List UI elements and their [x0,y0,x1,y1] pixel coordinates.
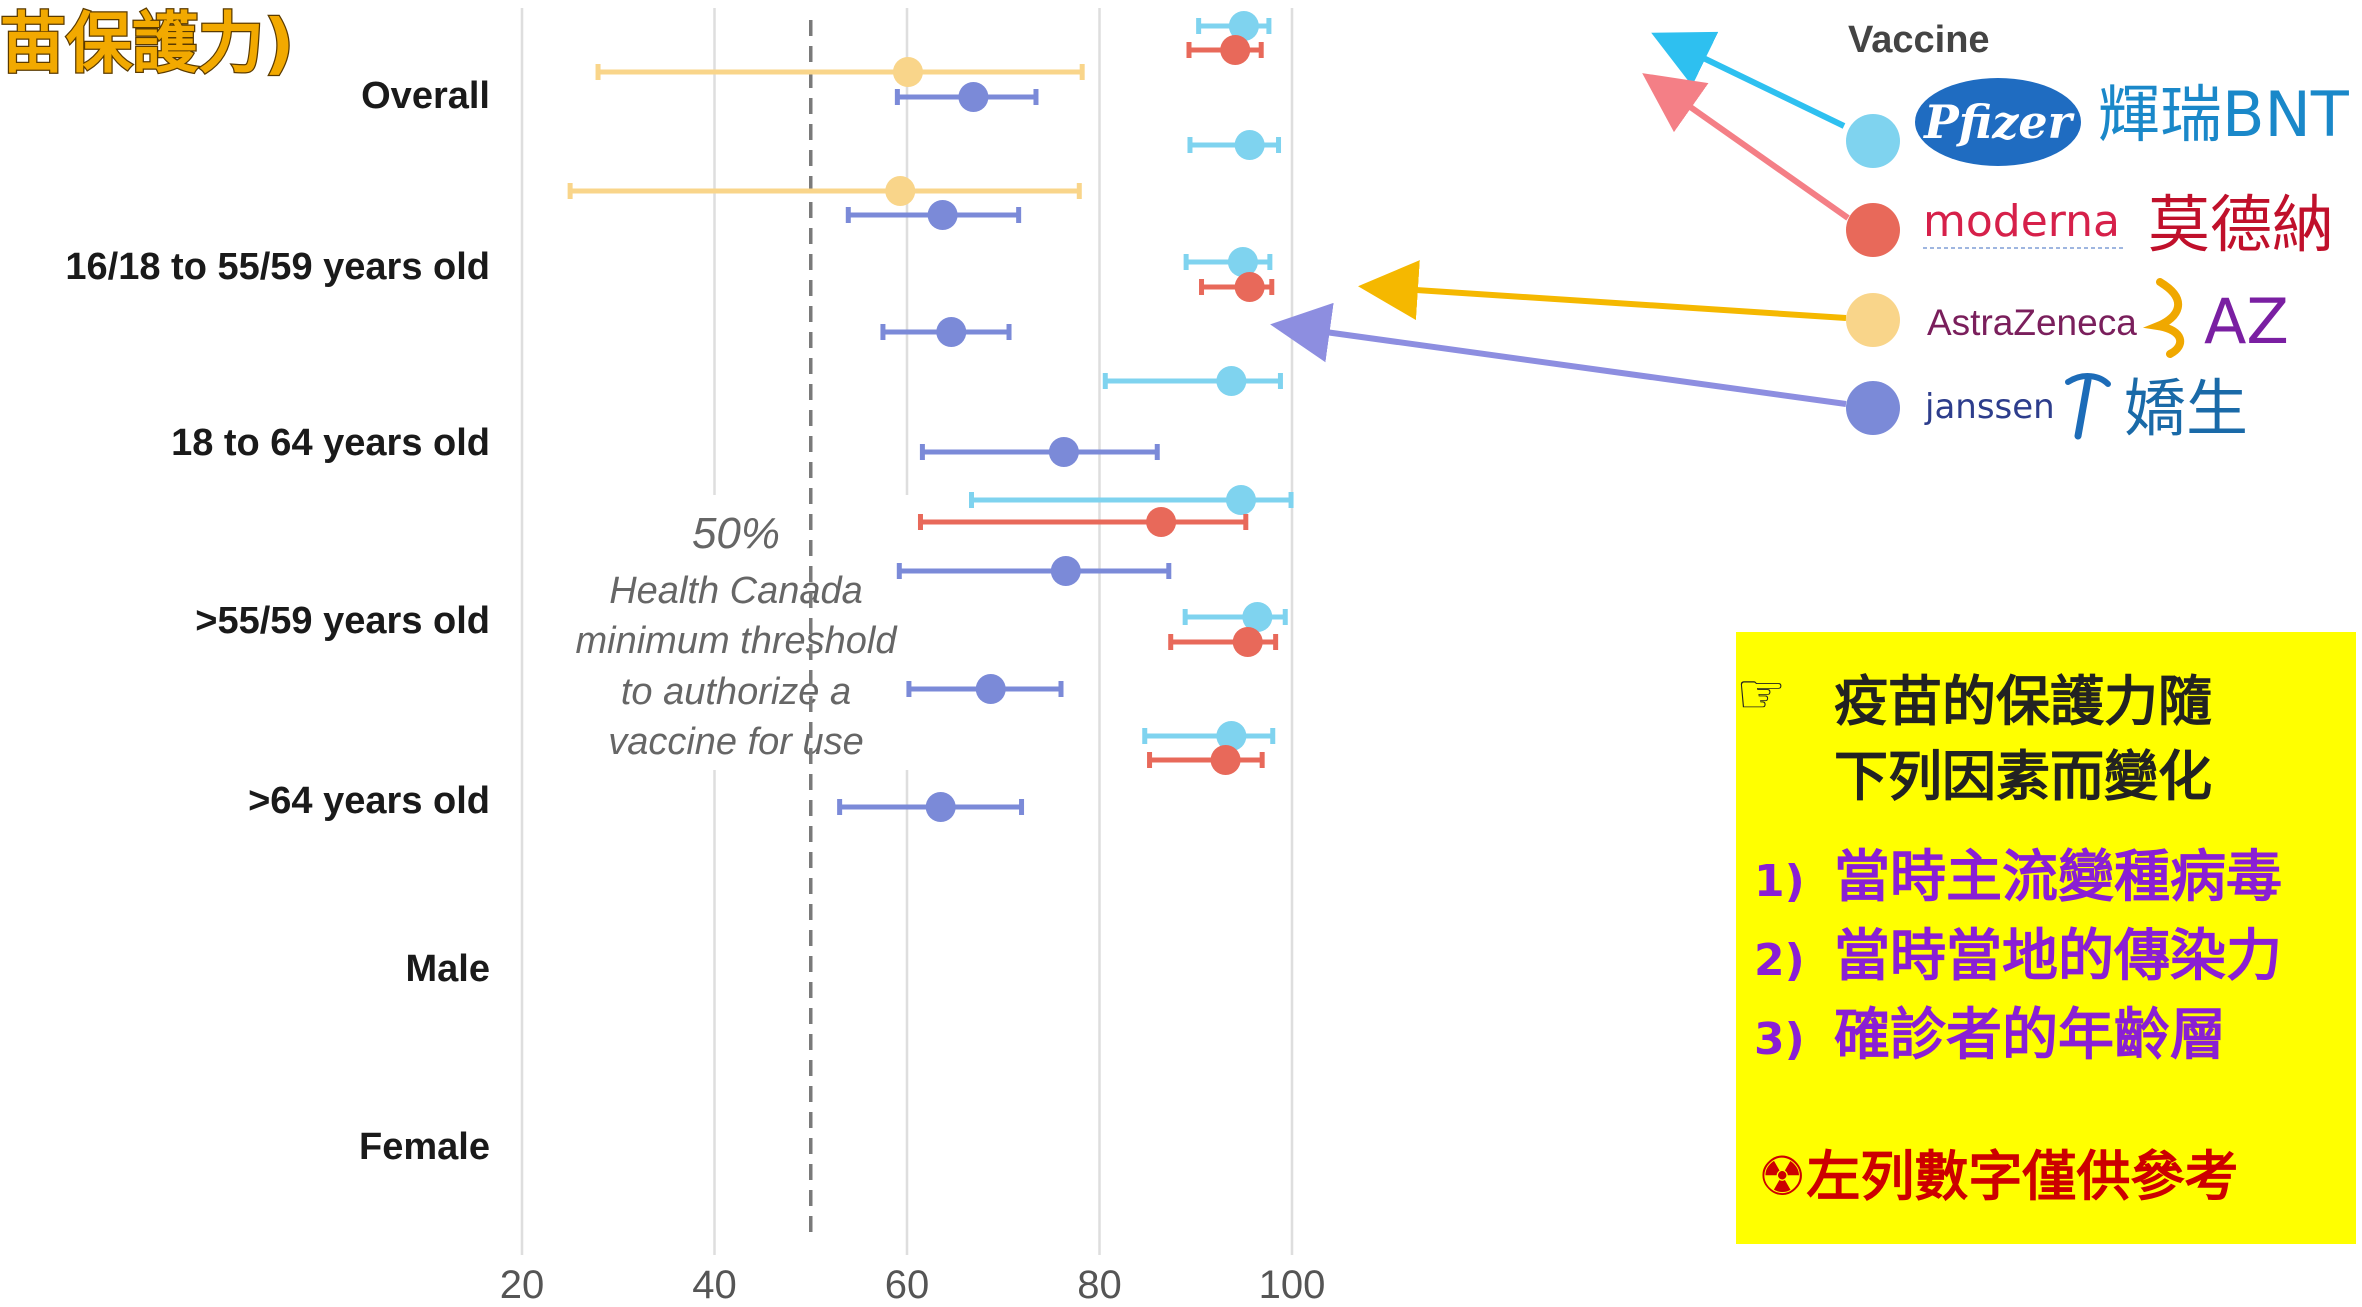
janssen-brand: janssen [1924,387,2055,427]
legend-marker-moderna [1846,203,1900,257]
threshold-percent: 50% [692,509,780,558]
x-tick-label: 100 [1259,1263,1326,1307]
pfizer-brand: Pfizer [1922,95,2075,149]
point-estimate [892,57,923,87]
point-estimate [1216,721,1247,751]
legend-name-janssen: 嬌生 [2124,372,2248,445]
note-footer: ☢左列數字僅供參考 [1758,1132,2238,1211]
point-estimate [975,674,1006,704]
astrazeneca-swirl-icon [2142,278,2185,358]
point-estimate [1232,627,1263,657]
point-estimate [1146,507,1177,537]
point-estimate [1048,437,1079,467]
note-footer-text: 左列數字僅供參考 [1806,1145,2239,1208]
legend-marker-pfizer [1846,114,1900,168]
arrow-pfizer [1651,31,1846,129]
y-category-label: Male [406,948,490,990]
point-estimate [1227,247,1258,277]
note-factor-text: 確診者的年齡層 [1834,1003,2226,1068]
note-factor-text: 當時當地的傳染力 [1834,924,2282,989]
y-category-label: >64 years old [248,780,490,822]
legend-marker-janssen [1846,381,1900,435]
astrazeneca-brand: AstraZeneca [1927,302,2137,343]
y-category-label: Female [359,1126,490,1168]
pfizer-logo: Pfizer [1915,78,2081,166]
legend-name-moderna: 莫德納 [2148,188,2334,261]
point-estimate [1210,745,1241,775]
note-factor-item: 1) 當時主流變種病毒 [1754,840,2282,919]
legend-name-pfizer: 輝瑞BNT [2098,78,2350,151]
point-estimate [885,176,916,206]
point-estimate [958,82,989,112]
note-factor-text: 當時主流變種病毒 [1834,845,2282,910]
note-factor-number: 1) [1754,856,1805,907]
point-estimate [1242,602,1273,632]
note-intro-line: 疫苗的保護力隨 [1834,670,2212,733]
legend: Vaccine Pfizer 輝瑞BNT moderna 莫德納 AstraZe… [1846,19,2350,445]
legend-title: Vaccine [1848,19,1990,61]
point-estimate [1050,556,1081,586]
note-factor-number: 2) [1754,935,1805,986]
note-factor-item: 2) 當時當地的傳染力 [1754,919,2282,998]
note-factor-list: 1) 當時主流變種病毒 2) 當時當地的傳染力 3) 確診者的年齡層 [1754,840,2282,1077]
moderna-brand: moderna [1923,196,2120,247]
arrow-janssen [1270,302,1847,407]
point-estimate [1234,130,1265,160]
x-tick-label: 40 [692,1263,737,1307]
threshold-annotation: 50% Health Canada minimum threshold to a… [548,495,924,770]
point-estimate [936,317,967,347]
threshold-line-3: to authorize a [621,671,851,713]
page-title: 苗保護力) [0,5,294,82]
point-estimate [1220,35,1251,65]
radioactive-symbol-icon: ☢ [1758,1145,1807,1208]
y-category-label: >55/59 years old [195,600,490,642]
legend-marker-astrazeneca [1846,293,1900,347]
point-estimate [1225,485,1256,515]
arrow-astrazeneca [1358,260,1847,321]
threshold-line-4: vaccine for use [608,721,864,763]
threshold-line-1: Health Canada [609,570,863,612]
note-factor-number: 3) [1754,1014,1805,1065]
point-estimate [1234,272,1265,302]
note-intro-line: 下列因素而變化 [1834,745,2212,808]
point-estimate [927,200,958,230]
point-estimate [925,792,956,822]
note-box: ☞ 疫苗的保護力隨 下列因素而變化 1) 當時主流變種病毒 2) 當時當地的傳染力 … [1736,632,2356,1244]
x-tick-label: 20 [500,1263,545,1307]
x-tick-label: 80 [1077,1263,1122,1307]
janssen-swoosh-icon [2065,373,2111,440]
note-factor-item: 3) 確診者的年齡層 [1754,998,2282,1077]
x-tick-label: 60 [885,1263,930,1307]
arrow-moderna [1642,73,1850,221]
y-category-label: 16/18 to 55/59 years old [65,246,490,288]
pointing-hand-icon: ☞ [1736,662,1787,727]
legend-name-astrazeneca: AZ [2204,285,2289,358]
note-intro: 疫苗的保護力隨 下列因素而變化 [1834,664,2212,814]
y-category-label: 18 to 64 years old [171,422,490,464]
point-estimate [1228,11,1259,41]
point-estimate [1216,366,1247,396]
threshold-line-2: minimum threshold [576,620,899,662]
y-category-label: Overall [361,75,490,117]
